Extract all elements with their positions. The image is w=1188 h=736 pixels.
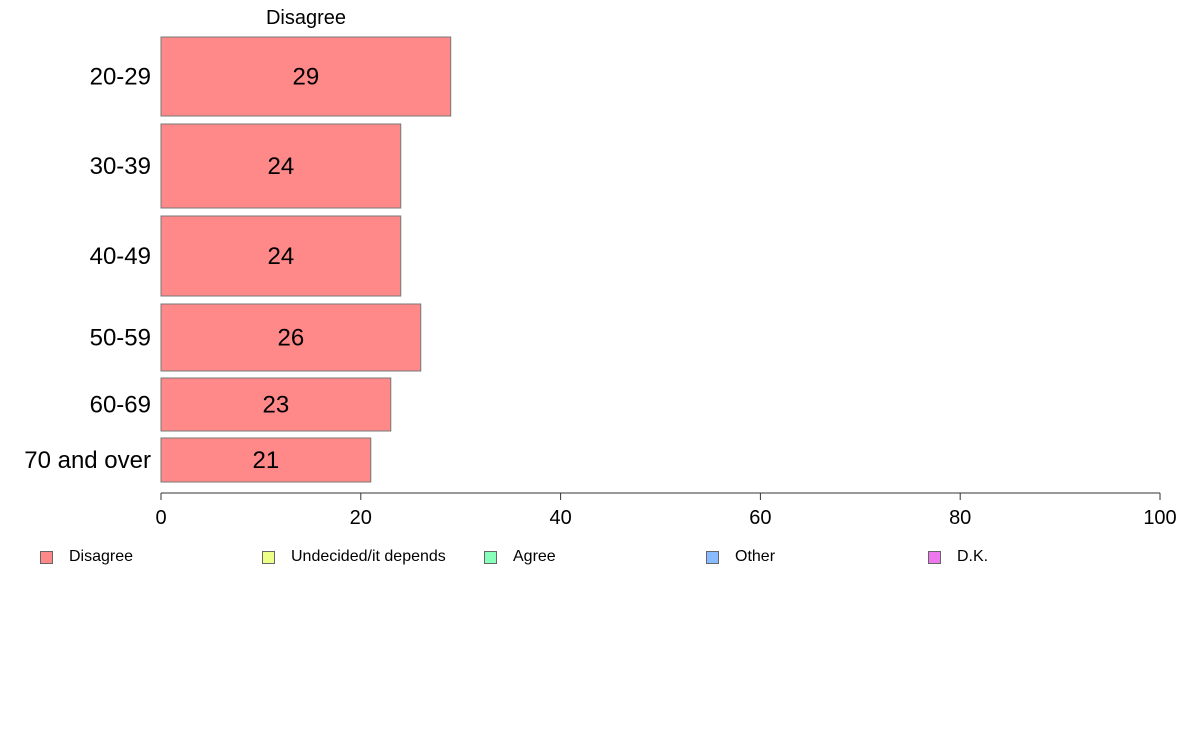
legend-item-other: Other: [706, 548, 775, 566]
legend-label-dk: D.K.: [957, 548, 989, 565]
data-label: 21: [253, 447, 280, 474]
legend-swatch-undecided: [262, 550, 275, 564]
category-label: 50-59: [90, 325, 151, 352]
x-tick-label: 0: [155, 507, 166, 529]
x-tick-label: 20: [350, 507, 372, 529]
bar-50-59: [160, 303, 422, 372]
legend-label-undecided: Undecided/it depends: [291, 548, 446, 565]
legend-item-disagree: Disagree: [40, 548, 133, 566]
legend-label-agree: Agree: [513, 548, 556, 565]
bar-70-and-over: [160, 437, 372, 483]
x-axis: 0 20 40 60 80 100: [155, 492, 1177, 529]
legend-item-dk: D.K.: [928, 548, 988, 566]
legend-swatch-disagree: [40, 550, 53, 564]
legend-swatch-agree: [484, 550, 497, 564]
category-label: 20-29: [90, 64, 151, 91]
category-label: 70 and over: [24, 447, 151, 474]
category-label: 30-39: [90, 153, 151, 180]
x-tick-label: 40: [549, 507, 571, 529]
bars-group: 29 20-29 24 30-39 24 40-49 26 50-59 23 60-69 21 70 …: [24, 36, 452, 483]
data-label: 24: [268, 153, 295, 180]
category-label: 40-49: [90, 243, 151, 270]
panel-title: Disagree: [266, 7, 346, 29]
legend-swatch-other: [706, 550, 719, 564]
legend-label-other: Other: [735, 548, 776, 565]
bar-60-69: [160, 377, 392, 432]
bar-20-29: [160, 36, 452, 117]
legend-swatch-dk: [928, 550, 941, 564]
data-label: 23: [263, 392, 290, 419]
x-tick-label: 100: [1143, 507, 1176, 529]
category-label: 60-69: [90, 392, 151, 419]
data-label: 24: [268, 243, 295, 270]
data-label: 29: [293, 64, 320, 91]
legend-item-agree: Agree: [484, 548, 556, 566]
legend-item-undecided: Undecided/it depends: [262, 548, 446, 566]
bar-30-39: [160, 123, 402, 209]
bar-40-49: [160, 215, 402, 297]
x-tick-label: 60: [749, 507, 771, 529]
x-tick-label: 80: [949, 507, 971, 529]
legend: Disagree Undecided/it depends Agree Othe…: [0, 548, 1188, 568]
legend-label-disagree: Disagree: [69, 548, 134, 565]
data-label: 26: [278, 325, 305, 352]
